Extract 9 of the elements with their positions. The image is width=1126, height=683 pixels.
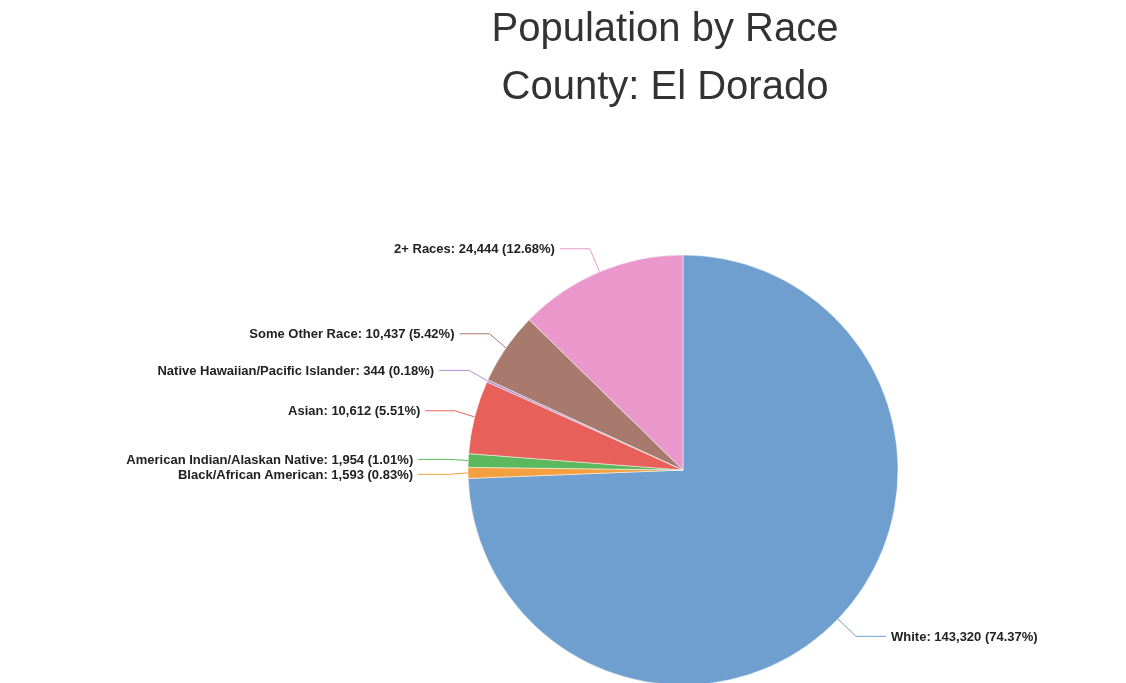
chart-title: Population by Race xyxy=(491,5,839,49)
slice-label: Black/African American: 1,593 (0.83%) xyxy=(177,466,414,482)
slice-label: American Indian/Alaskan Native: 1,954 (1.01%) xyxy=(126,451,414,467)
slice-label: Asian: 10,612 (5.51%) xyxy=(288,403,421,419)
chart-subtitle: County: El Dorado xyxy=(501,63,829,107)
slice-label: Some Other Race: 10,437 (5.42%) xyxy=(249,326,455,342)
slice-label: White: 143,320 (74.37%) xyxy=(891,628,1038,644)
slice-label: 2+ Races: 24,444 (12.68%) xyxy=(394,241,555,257)
slice-label: Native Hawaiian/Pacific Islander: 344 (0.18%) xyxy=(157,362,435,378)
